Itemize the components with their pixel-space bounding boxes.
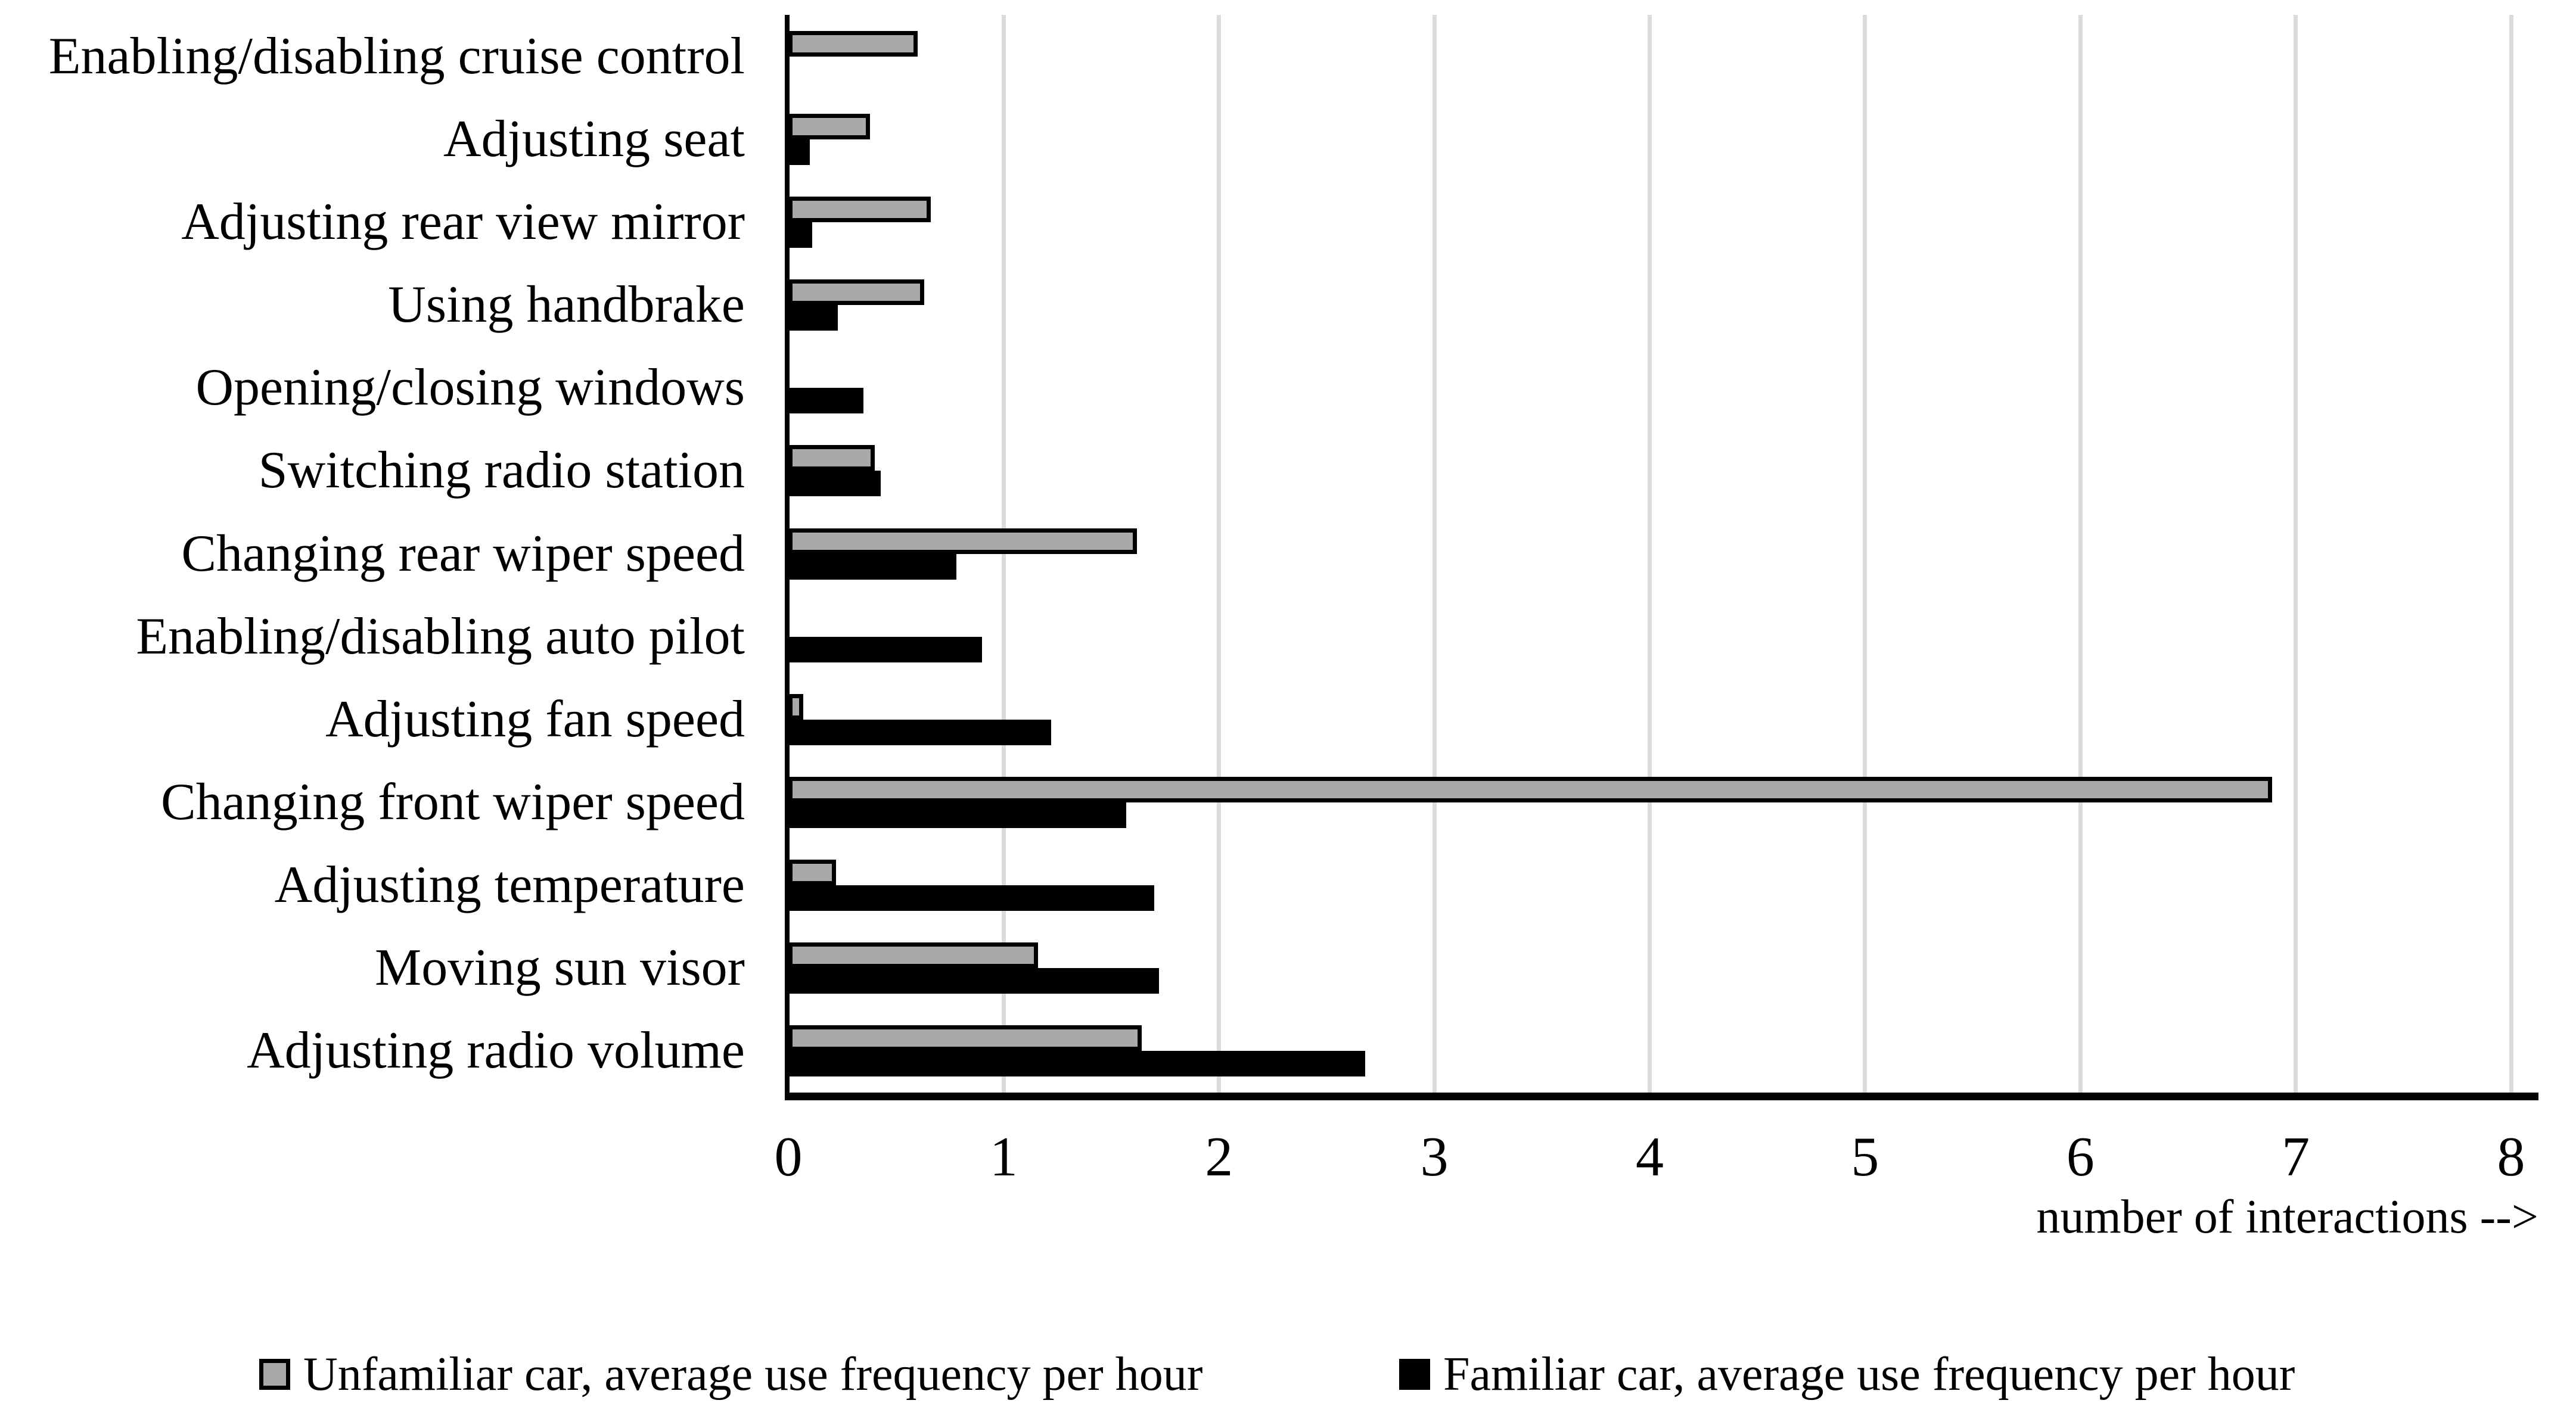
- bar-unfamiliar-9: [788, 776, 2272, 802]
- bar-unfamiliar-1: [788, 113, 871, 139]
- bar-unfamiliar-10: [788, 860, 836, 886]
- plot-area: [788, 15, 2513, 1093]
- category-label-4: Opening/closing windows: [195, 359, 745, 417]
- bar-familiar-3: [788, 305, 838, 331]
- x-tick-label-6: 6: [2066, 1126, 2095, 1188]
- gridline-x-8: [2509, 15, 2513, 1093]
- legend-swatch-unfamiliar-car: [259, 1359, 290, 1390]
- x-axis-line: [785, 1093, 2538, 1100]
- x-tick-label-0: 0: [774, 1126, 803, 1188]
- category-label-5: Switching radio station: [258, 441, 745, 500]
- bar-unfamiliar-11: [788, 942, 1039, 969]
- gridline-x-7: [2294, 15, 2298, 1093]
- bar-familiar-2: [788, 222, 812, 248]
- gridline-x-4: [1648, 15, 1652, 1093]
- gridline-x-2: [1217, 15, 1222, 1093]
- bar-familiar-8: [788, 719, 1051, 745]
- gridline-x-6: [2078, 15, 2083, 1093]
- legend-item-unfamiliar-car: Unfamiliar car, average use frequency pe…: [259, 1348, 1202, 1401]
- category-label-8: Adjusting fan speed: [325, 690, 745, 748]
- y-axis-line: [785, 15, 790, 1100]
- x-tick-label-3: 3: [1420, 1126, 1449, 1188]
- x-axis-label: number of interactions -->: [2036, 1191, 2538, 1243]
- x-tick-label-7: 7: [2282, 1126, 2310, 1188]
- bar-familiar-5: [788, 471, 881, 497]
- category-label-3: Using handbrake: [388, 276, 745, 334]
- gridline-x-3: [1432, 15, 1437, 1093]
- bar-unfamiliar-3: [788, 279, 924, 306]
- bar-familiar-12: [788, 1051, 1366, 1077]
- gridline-x-5: [1863, 15, 1867, 1093]
- gridline-x-1: [1001, 15, 1006, 1093]
- bar-unfamiliar-5: [788, 445, 875, 471]
- bar-familiar-7: [788, 636, 983, 662]
- bar-unfamiliar-0: [788, 30, 918, 57]
- legend-label-familiar-car: Familiar car, average use frequency per …: [1443, 1348, 2295, 1401]
- x-tick-label-5: 5: [1851, 1126, 1879, 1188]
- category-label-1: Adjusting seat: [443, 110, 745, 168]
- legend-item-familiar-car: Familiar car, average use frequency per …: [1399, 1348, 2295, 1401]
- bar-unfamiliar-8: [788, 693, 804, 720]
- x-tick-label-1: 1: [989, 1126, 1018, 1188]
- category-label-10: Adjusting temperature: [274, 856, 745, 914]
- category-label-2: Adjusting rear view mirror: [181, 192, 745, 251]
- x-tick-label-4: 4: [1636, 1126, 1664, 1188]
- bar-familiar-6: [788, 553, 956, 580]
- bar-familiar-11: [788, 968, 1159, 994]
- x-tick-label-2: 2: [1205, 1126, 1233, 1188]
- category-label-11: Moving sun visor: [375, 939, 745, 997]
- category-label-7: Enabling/disabling auto pilot: [136, 607, 745, 665]
- legend-label-unfamiliar-car: Unfamiliar car, average use frequency pe…: [303, 1348, 1203, 1401]
- x-tick-label-8: 8: [2497, 1126, 2525, 1188]
- bar-unfamiliar-2: [788, 196, 931, 222]
- bar-familiar-4: [788, 388, 864, 414]
- category-label-9: Changing front wiper speed: [161, 773, 745, 831]
- category-label-0: Enabling/disabling cruise control: [48, 27, 745, 85]
- bar-familiar-10: [788, 885, 1155, 911]
- bar-unfamiliar-6: [788, 528, 1138, 554]
- bar-unfamiliar-12: [788, 1025, 1142, 1051]
- bar-familiar-1: [788, 139, 810, 165]
- category-label-6: Changing rear wiper speed: [181, 524, 745, 583]
- category-label-12: Adjusting radio volume: [247, 1022, 745, 1080]
- legend-swatch-familiar-car: [1399, 1359, 1430, 1390]
- bar-familiar-9: [788, 802, 1127, 828]
